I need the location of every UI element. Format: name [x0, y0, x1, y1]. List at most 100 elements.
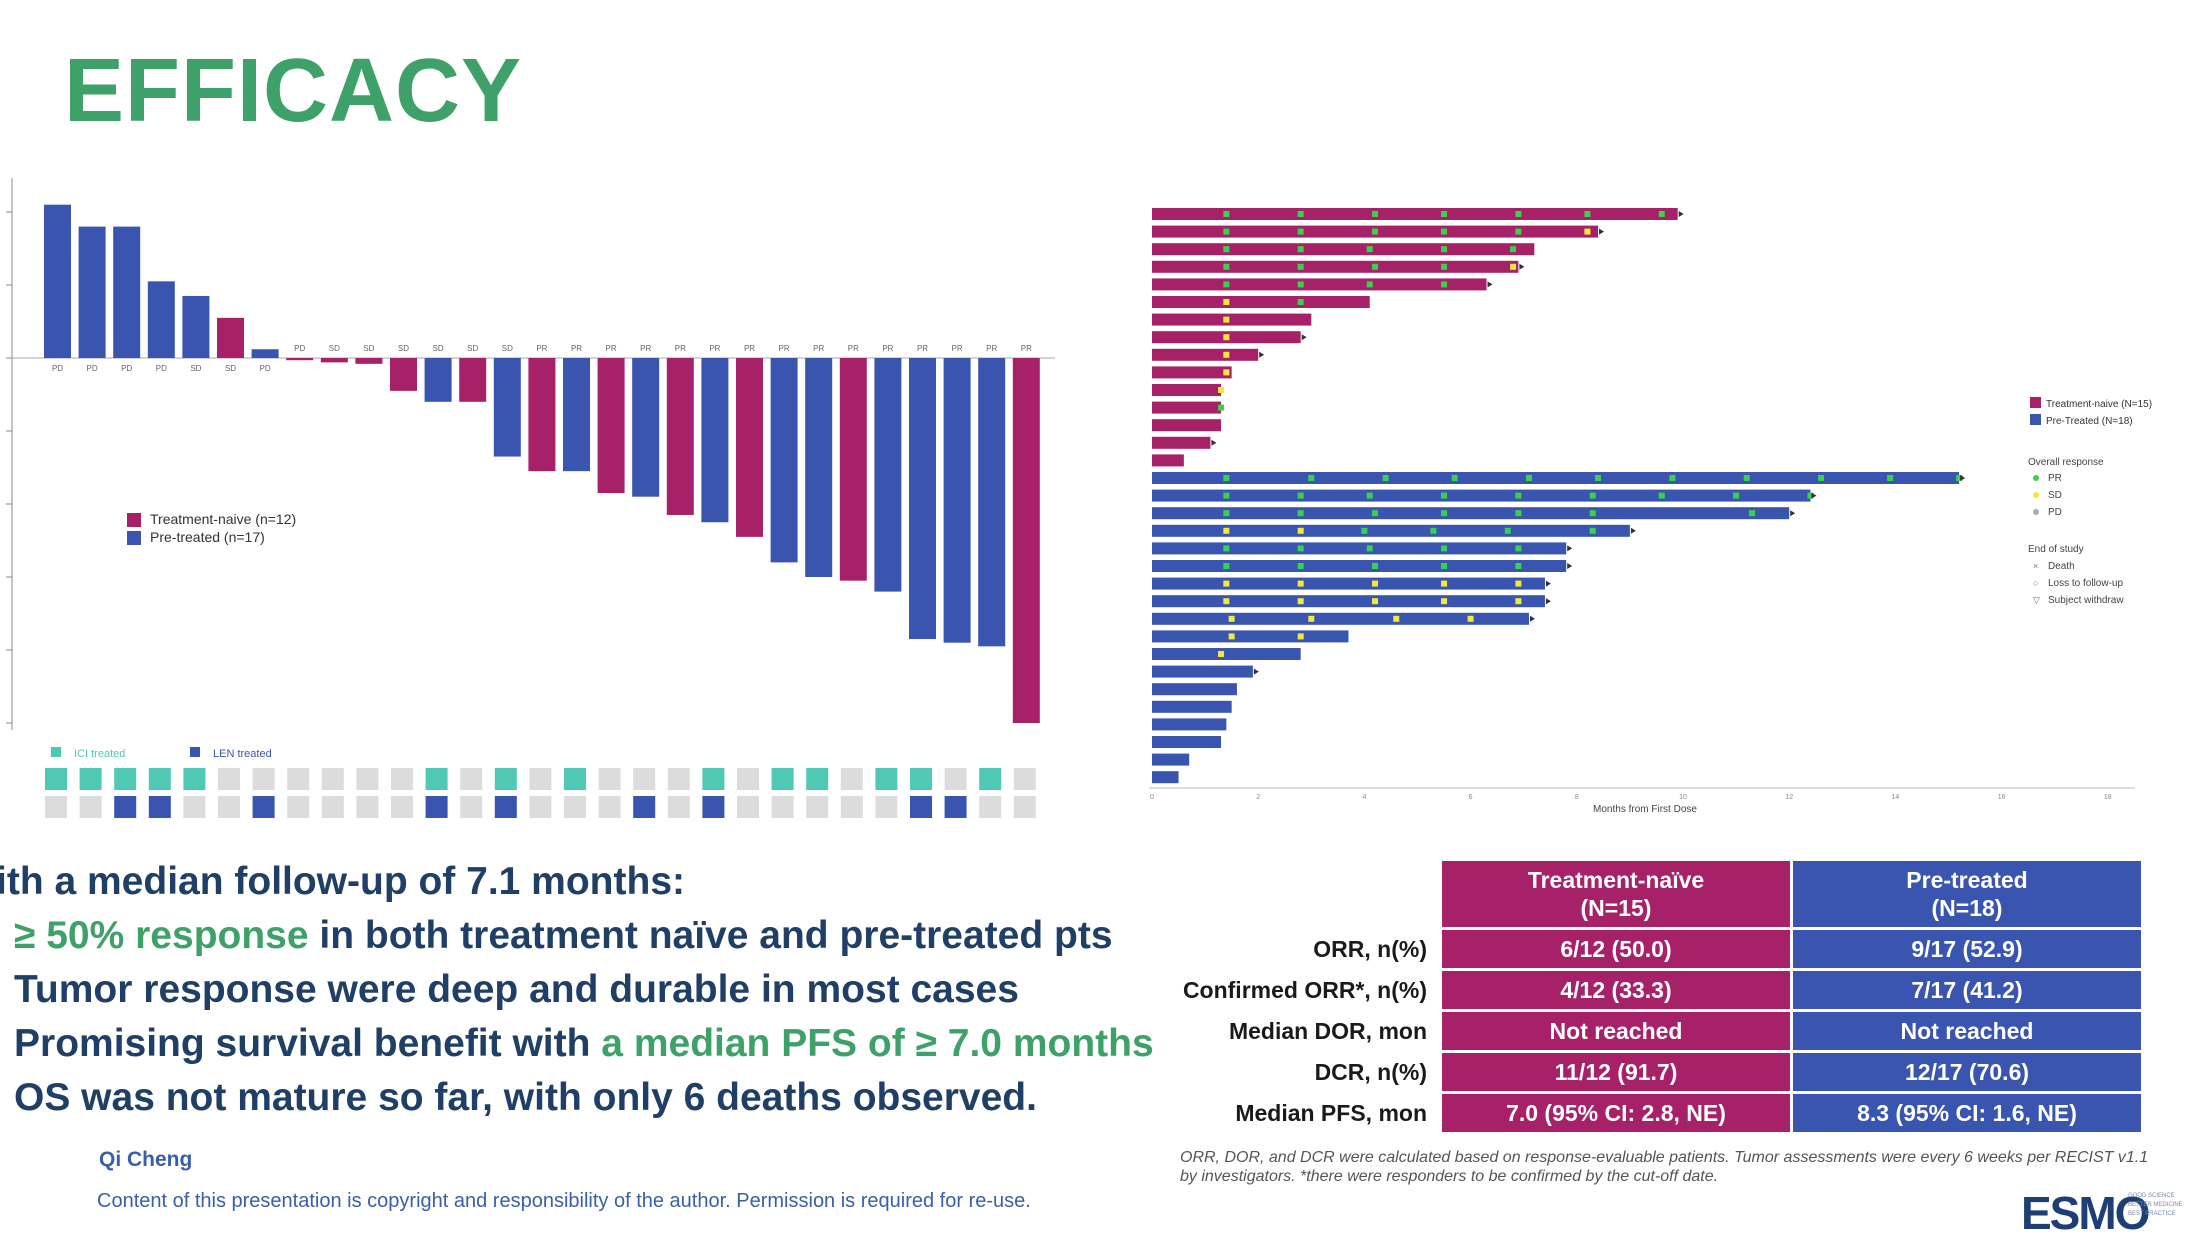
end-legend-symbol: ○ — [2033, 578, 2038, 588]
ici-cell — [1013, 768, 1036, 790]
ici-cell — [529, 768, 552, 790]
swimmer-bar — [1152, 507, 1790, 520]
legend-swatch — [127, 531, 141, 545]
tagline-line: BETTER MEDICINE — [2128, 1202, 2183, 1208]
ici-cell — [979, 768, 1002, 790]
ici-cell — [460, 768, 483, 790]
naive-value: 6/12 (50.0) — [1442, 930, 1790, 968]
key-findings: ith a median follow-up of 7.1 months: ≥ 5… — [0, 855, 1154, 1125]
swimmer-bar — [1152, 718, 1227, 731]
waterfall-bar — [355, 358, 383, 364]
sd-marker — [1223, 580, 1230, 587]
table-header-row: Treatment-naïve (N=15) Pre-treated (N=18… — [1153, 861, 2141, 927]
swimmer-legend-swatch — [2030, 397, 2041, 408]
len-cell — [218, 796, 240, 818]
response-label: PR — [640, 344, 651, 353]
pr-marker — [1595, 475, 1602, 481]
row-label: Confirmed ORR*, n(%) — [1182, 976, 1427, 1003]
sd-marker — [1584, 228, 1591, 235]
x-tick-label: 14 — [1892, 794, 1900, 801]
pr-marker — [1297, 228, 1304, 235]
pr-marker — [1430, 527, 1437, 534]
swimmer-bar — [1152, 771, 1179, 784]
len-cell — [1013, 796, 1036, 818]
response-label: PD — [156, 364, 167, 373]
swimmer-bar — [1152, 419, 1222, 432]
header-pre-treated: Pre-treated (N=18) — [1793, 861, 2141, 927]
response-label: SD — [467, 344, 478, 353]
pr-marker — [1441, 510, 1448, 517]
swimmer-bar — [1152, 595, 1545, 608]
pr-marker — [1451, 475, 1458, 481]
end-legend-symbol: ▽ — [2033, 595, 2040, 605]
waterfall-bar — [147, 281, 175, 358]
sd-marker — [1223, 527, 1230, 534]
response-label: SD — [398, 344, 409, 353]
x-tick-label: 16 — [1998, 794, 2006, 801]
table-row: Median PFS, mon 7.0 (95% CI: 2.8, NE) 8.… — [1153, 1094, 2141, 1132]
len-cell — [702, 796, 725, 818]
sd-marker — [1223, 334, 1230, 341]
ongoing-arrow — [1211, 439, 1217, 446]
ici-legend-swatch — [51, 747, 61, 757]
swimmer-legend-label: Treatment-naive (N=15) — [2046, 399, 2152, 410]
len-legend-swatch — [190, 747, 200, 757]
swimmer-bar — [1152, 665, 1253, 678]
waterfall-bar — [563, 358, 590, 472]
x-tick-label: 0 — [1150, 794, 1154, 801]
row-label: Median PFS, mon — [1235, 1099, 1427, 1126]
waterfall-bar — [770, 358, 798, 563]
len-cell — [45, 796, 67, 818]
ici-cell — [702, 768, 725, 790]
pr-marker — [1807, 492, 1814, 499]
bullet-line: ith a median follow-up of 7.1 months: — [0, 855, 1136, 909]
pr-marker — [1584, 211, 1591, 217]
waterfall-bar — [113, 226, 141, 358]
ici-cell — [737, 768, 759, 790]
pr-marker — [1441, 263, 1448, 270]
swimmer-bar — [1152, 366, 1232, 379]
swimmer-bar — [1152, 384, 1222, 396]
bullet-text: in both treatment naïve and pre-treated … — [308, 914, 1113, 957]
pr-marker — [1749, 510, 1756, 517]
waterfall-bar — [528, 358, 556, 472]
pr-marker — [1223, 545, 1230, 552]
pr-marker — [1956, 475, 1963, 481]
header-pre-text: Pre-treated (N=18) — [1906, 867, 2028, 921]
swimmer-plot: 0 2 4 6 8 10 12 14 16 18 Months from First Dose Tre… — [1149, 208, 2152, 815]
len-cell — [875, 796, 898, 818]
sd-marker — [1223, 351, 1230, 358]
ongoing-arrow — [1301, 334, 1307, 341]
x-tick-label: 4 — [1362, 794, 1366, 801]
row-label: ORR, n(%) — [1313, 935, 1427, 962]
pr-marker — [1297, 545, 1304, 552]
x-tick-label: 12 — [1785, 794, 1793, 801]
ici-cell — [771, 768, 794, 790]
pr-marker — [1515, 510, 1522, 517]
ici-legend-label: ICI treated — [74, 748, 125, 760]
sd-marker — [1467, 615, 1474, 622]
pr-marker — [1223, 263, 1230, 270]
waterfall-bar — [666, 358, 694, 515]
ici-cell — [875, 768, 898, 790]
pr-marker — [1515, 211, 1522, 217]
len-cell — [321, 796, 344, 818]
end-legend-label: Loss to follow-up — [2048, 578, 2123, 589]
pre-value: 7/17 (41.2) — [1793, 971, 2141, 1009]
sd-marker — [1218, 651, 1225, 657]
response-label: SD — [329, 344, 340, 353]
swimmer-bar — [1152, 700, 1232, 713]
slide-title: EFFICACY — [64, 41, 522, 141]
response-label: PD — [121, 364, 132, 373]
len-cell — [287, 796, 310, 818]
pr-marker — [1818, 475, 1825, 481]
len-cell — [356, 796, 379, 818]
len-cell — [183, 796, 206, 818]
response-label: SD — [190, 364, 201, 373]
len-cell — [771, 796, 794, 818]
response-label: PD — [260, 364, 271, 373]
pre-value: 9/17 (52.9) — [1793, 930, 2141, 968]
pr-marker — [1223, 492, 1230, 499]
response-label: PR — [986, 344, 997, 353]
ongoing-arrow — [1630, 527, 1636, 534]
